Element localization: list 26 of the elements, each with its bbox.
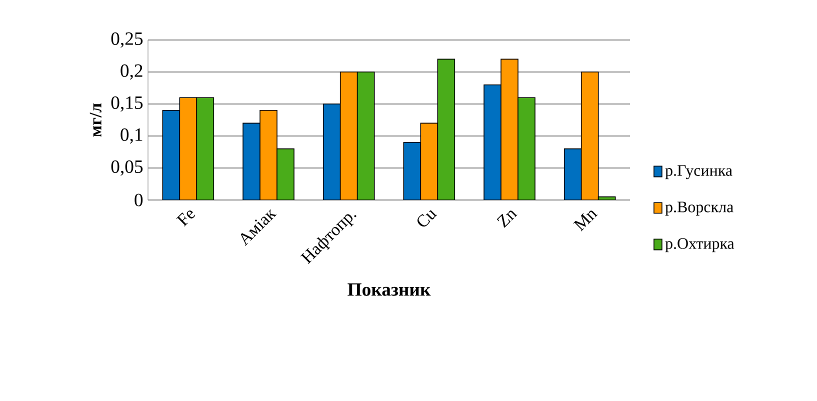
x-axis-title: Показник — [348, 283, 431, 296]
bar — [500, 58, 518, 200]
bar — [518, 97, 536, 200]
bar — [420, 122, 438, 200]
legend-label: р.Ворскла — [665, 202, 734, 216]
y-tick-label: 0 — [134, 194, 143, 206]
y-axis-title: мг/л — [90, 103, 102, 137]
x-tick-label: Zn — [496, 210, 518, 228]
legend-label: р.Охтирка — [665, 238, 734, 252]
bar — [580, 72, 599, 200]
bar — [196, 97, 214, 200]
y-tick-label: 0,05 — [111, 160, 143, 176]
bar — [340, 72, 358, 200]
legend-label: р.Гусинка — [665, 165, 732, 180]
bar — [437, 58, 456, 200]
y-tick-label: 0,25 — [111, 32, 143, 48]
bar — [179, 97, 198, 200]
bar — [260, 110, 278, 200]
x-tick-label: Mn — [573, 210, 598, 232]
x-tick-label: Cu — [417, 210, 438, 227]
y-tick-label: 0,15 — [111, 96, 143, 112]
y-tick-label: 0,2 — [120, 64, 142, 80]
bar — [356, 72, 375, 200]
y-tick-label: 0,1 — [120, 128, 142, 144]
bar — [276, 148, 294, 200]
x-tick-label: Fe — [176, 210, 196, 227]
